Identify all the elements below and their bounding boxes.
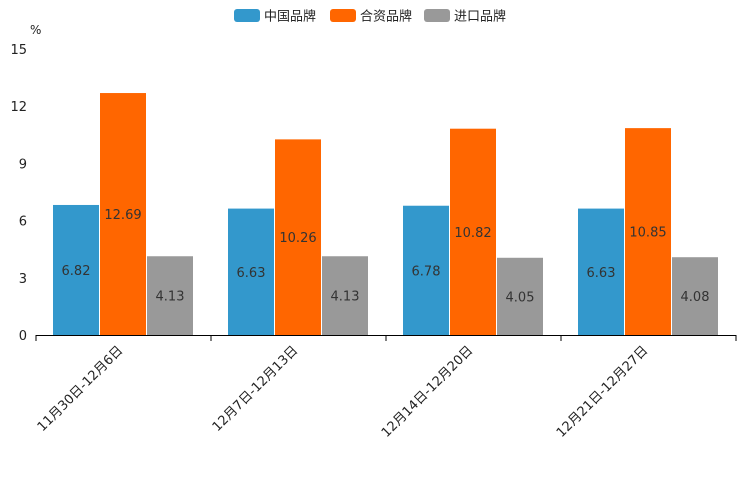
x-category-label: 12月21日-12月27日 [554,343,651,440]
x-axis-ticks [35,335,737,341]
bar-2-2 [275,139,321,335]
y-tick-label: 15 [10,43,27,58]
y-tick-label: 6 [19,215,27,230]
y-axis-unit-label: % [30,23,41,37]
bar-3-1 [147,256,193,335]
bar-value-label: 4.08 [681,290,710,305]
bar-3-2 [322,256,368,335]
x-category-label: 12月7日-12月13日 [210,343,302,435]
y-tick-label: 9 [19,157,27,172]
bar-2-3 [450,128,496,335]
legend: 中国品牌 合资品牌 进口品牌 [234,9,506,25]
bar-1-1 [53,204,99,335]
bar-value-label: 10.82 [454,226,491,241]
legend-swatch [330,9,356,22]
y-axis-ticks: 0 3 6 9 12 15 [10,43,27,344]
legend-label: 合资品牌 [360,9,412,25]
legend-label: 进口品牌 [454,9,506,25]
bar-1-3 [403,205,449,335]
x-axis-category-labels: 11月30日-12月6日 12月7日-12月13日 12月14日-12月20日 12月… [35,343,652,440]
bar-value-label: 4.13 [331,290,360,305]
x-category-label: 12月14日-12月20日 [379,343,476,440]
bar-1-4 [578,208,624,335]
bar-value-label: 10.85 [629,226,666,241]
bar-value-label: 6.82 [62,264,91,279]
bar-value-label: 4.05 [506,290,535,305]
bar-value-label: 6.63 [587,266,616,281]
y-tick-label: 3 [19,272,27,287]
x-category-label: 11月30日-12月6日 [35,343,127,435]
bar-1-2 [228,208,274,335]
y-tick-label: 12 [10,100,27,115]
bar-value-label: 6.63 [237,266,266,281]
bar-3-4 [672,257,718,335]
bar-value-label: 12.69 [104,208,141,223]
bar-value-label: 10.26 [279,231,316,246]
bar-value-label: 6.78 [412,264,441,279]
bar-2-1 [100,93,146,335]
legend-label: 中国品牌 [264,9,316,25]
bars [53,93,718,335]
legend-swatch [424,9,450,22]
bar-3-3 [497,257,543,335]
bar-2-4 [625,128,671,335]
bar-value-label: 4.13 [156,290,185,305]
bar-data-labels: 6.82 12.69 4.13 6.63 10.26 4.13 6.78 10.82 4.05 6… [62,208,710,305]
y-tick-label: 0 [19,329,27,344]
legend-swatch [234,9,260,22]
